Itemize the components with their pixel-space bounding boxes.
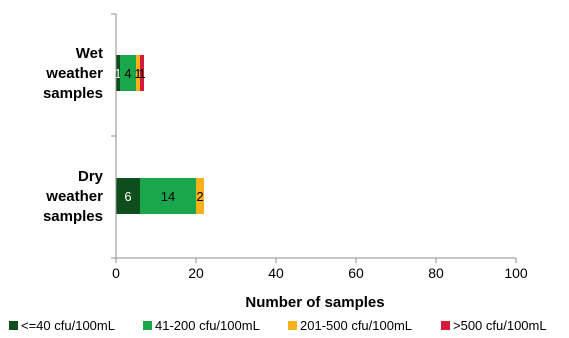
legend-swatch [143, 321, 152, 330]
bar-segment [140, 55, 144, 91]
legend-label: 41-200 cfu/100mL [155, 318, 260, 333]
bar-segment [196, 178, 204, 214]
data-label: 4 [124, 66, 131, 81]
plot-area: 1 4 116 14 2 [114, 55, 204, 214]
category-label: Dry weather samples [43, 168, 104, 225]
axes: 0 20 40 60 80 100 [111, 13, 528, 281]
legend-label: >500 cfu/100mL [453, 318, 547, 333]
legend-swatch [288, 321, 297, 330]
x-tick-label: 80 [428, 265, 444, 281]
legend-item: 41-200 cfu/100mL [143, 318, 260, 333]
data-label: 6 [124, 189, 131, 204]
legend: <=40 cfu/100mL 41-200 cfu/100mL 201-500 cf… [9, 318, 547, 333]
bar-segment [136, 55, 140, 91]
legend-label: 201-500 cfu/100mL [300, 318, 412, 333]
data-label: 1 [134, 66, 141, 81]
legend-item: 201-500 cfu/100mL [288, 318, 412, 333]
x-axis-title: Number of samples [245, 294, 384, 311]
x-tick-label: 20 [188, 265, 204, 281]
x-tick-label: 100 [504, 265, 528, 281]
bar-segment [120, 55, 136, 91]
category-label: Wet weather samples [43, 45, 103, 102]
x-tick-label: 0 [112, 265, 120, 281]
legend-swatch [441, 321, 450, 330]
category-labels: Wet weather samples Dry weather samples [43, 45, 104, 225]
legend-label: <=40 cfu/100mL [21, 318, 115, 333]
legend-item: >500 cfu/100mL [441, 318, 547, 333]
data-label: 1 [138, 66, 145, 81]
x-tick-label: 60 [348, 265, 364, 281]
x-tick-label: 40 [268, 265, 284, 281]
legend-item: <=40 cfu/100mL [9, 318, 115, 333]
legend-swatch [9, 321, 18, 330]
bar-segment [116, 55, 120, 91]
bar-segment [140, 178, 196, 214]
data-label: 14 [161, 189, 175, 204]
data-label: 2 [196, 189, 203, 204]
data-label: 1 [114, 66, 121, 81]
bar-segment [116, 178, 140, 214]
